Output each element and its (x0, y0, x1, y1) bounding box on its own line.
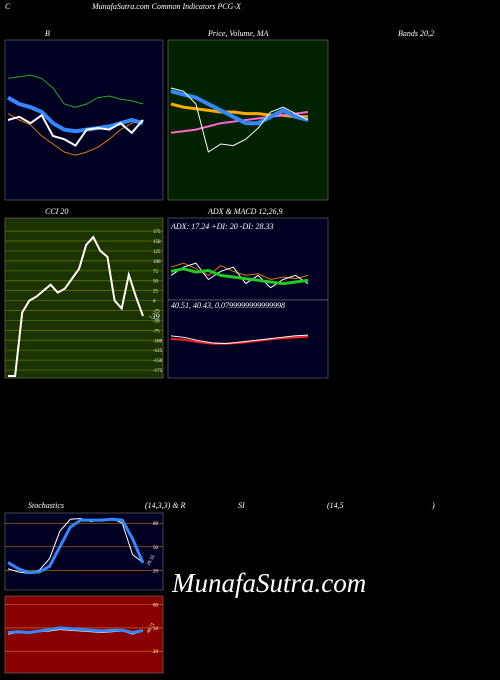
y-tick-label: 175 (153, 230, 161, 235)
panel-label: (14,3,3) & R (145, 501, 186, 510)
y-tick-label: 20 (153, 650, 159, 655)
y-tick-label: 20 (153, 569, 159, 574)
panel (4, 595, 164, 674)
series-line (170, 262, 309, 281)
y-tick-label: 0 (153, 300, 156, 305)
panel-label: ) (431, 501, 435, 510)
panel-info: ADX: 17.24 +DI: 20 -DI: 28.33 (170, 222, 274, 231)
series-line (170, 262, 309, 289)
value-label: 46.71 (146, 622, 156, 635)
y-tick-label: -125 (153, 349, 163, 354)
y-tick-label: -100 (153, 339, 163, 344)
panel (167, 217, 329, 301)
y-tick-label: 50 (153, 280, 159, 285)
y-tick-label: -25 (153, 310, 160, 315)
header-title: MunafaSutra.com Common Indicators PCG-X (91, 2, 242, 11)
watermark: MunafaSutra.com (171, 568, 366, 598)
y-tick-label: 75 (153, 270, 159, 275)
series-line (170, 334, 309, 345)
y-tick-label: -75 (153, 329, 160, 334)
series-line (7, 113, 144, 147)
series-line (170, 267, 309, 286)
panel (4, 39, 164, 201)
series-line (7, 517, 145, 575)
y-tick-label: -50 (153, 319, 160, 324)
series-line (7, 626, 144, 635)
panel-label: Price, Volume, MA (207, 29, 269, 38)
value-label: 29.33 (146, 554, 156, 567)
series-line (170, 335, 309, 345)
y-tick-label: -175 (153, 369, 163, 374)
value-label: -39 (149, 312, 160, 321)
panel (167, 299, 329, 379)
panel-label: (14,5 (327, 501, 344, 510)
panel (4, 217, 164, 379)
y-tick-label: 150 (153, 240, 161, 245)
panel-label: ADX & MACD 12,26,9 (207, 207, 282, 216)
y-tick-label: 50 (153, 546, 159, 551)
series-line (170, 87, 309, 153)
panel-label: B (45, 29, 50, 38)
series-line (7, 74, 144, 108)
y-tick-label: 125 (153, 250, 161, 255)
y-tick-label: 25 (153, 290, 159, 295)
series-line (8, 235, 144, 378)
y-tick-label: -150 (153, 359, 163, 364)
y-tick-label: 100 (153, 260, 161, 265)
panel-label: SI (238, 501, 245, 510)
y-tick-label: 50 (153, 627, 159, 632)
y-tick-label: 80 (153, 522, 159, 527)
panel-label: Stochastics (28, 501, 64, 510)
bands-label: Bands 20,2 (398, 29, 434, 38)
panel-label: CCI 20 (45, 207, 68, 216)
series-line (170, 89, 309, 126)
header-left: C (5, 2, 11, 11)
panel-info: 40.51, 40.43, 0.0799999999999998 (171, 301, 285, 310)
series-line (7, 113, 144, 156)
y-tick-label: 80 (153, 604, 159, 609)
